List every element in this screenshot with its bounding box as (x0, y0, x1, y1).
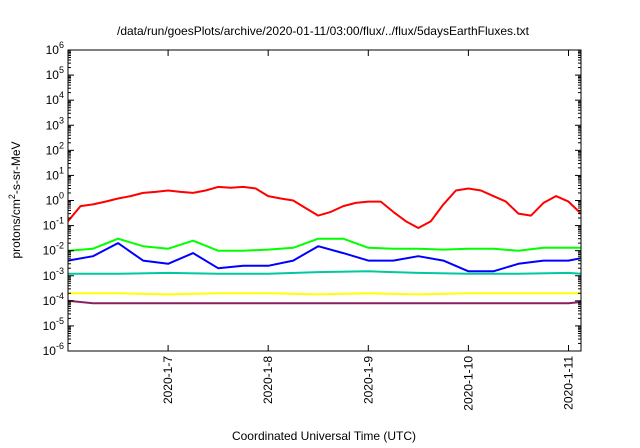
x-axis: 2020-1-7 2020-1-8 2020-1-9 2020-1-10 2020-1-… (161, 50, 575, 411)
x-tick-label: 2020-1-10 (461, 356, 475, 411)
y-tick-label: 10-6 (43, 341, 64, 358)
y-tick-label: 10-3 (43, 266, 64, 283)
y-axis: 10-6 10-5 10-4 10-3 10-2 10-1 100 101 102 103 104 1… (43, 40, 581, 358)
series-line-5 (67, 299, 582, 305)
y-tick-label: 101 (46, 165, 64, 182)
y-tick-label: 104 (46, 90, 64, 107)
y-tick-label: 106 (46, 40, 64, 57)
chart-title: /data/run/goesPlots/archive/2020-01-11/0… (117, 24, 530, 38)
y-tick-label: 103 (46, 115, 64, 132)
x-tick-label: 2020-1-8 (261, 356, 275, 404)
x-tick-label: 2020-1-11 (561, 356, 575, 410)
y-axis-label: protons/cm2-s-sr-MeV (7, 141, 23, 258)
y-tick-label: 10-2 (43, 241, 64, 258)
series-line-3 (68, 270, 582, 275)
y-tick-label: 10-5 (43, 316, 64, 333)
series-layer (67, 185, 582, 305)
series-line-0 (67, 185, 582, 229)
y-tick-label: 10-1 (43, 216, 64, 233)
series-line-1 (67, 237, 581, 252)
y-tick-label: 105 (46, 65, 64, 82)
series-line-4 (68, 292, 581, 296)
x-tick-label: 2020-1-9 (361, 356, 375, 404)
x-tick-label: 2020-1-7 (161, 356, 175, 404)
x-axis-label: Coordinated Universal Time (UTC) (232, 429, 416, 443)
y-tick-label: 100 (46, 191, 64, 208)
y-tick-label: 102 (46, 140, 64, 157)
y-tick-label: 10-4 (43, 291, 64, 308)
series-line-2 (67, 242, 582, 273)
